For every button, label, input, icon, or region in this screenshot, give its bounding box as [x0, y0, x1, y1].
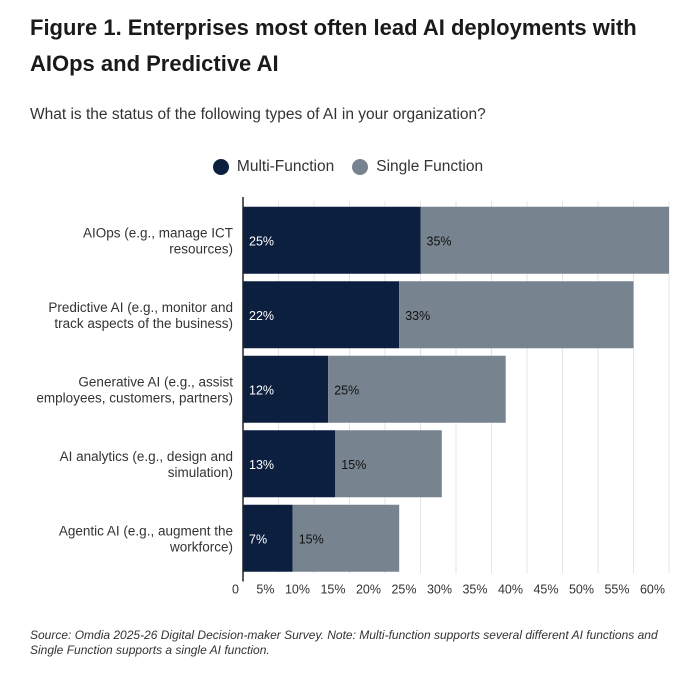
data-label-0-0: 25%	[249, 234, 274, 248]
bar-multi-function-4	[243, 504, 293, 572]
x-tick-label-25: 25%	[391, 583, 416, 597]
x-tick-label-50: 50%	[569, 583, 594, 597]
bar-single-function-1	[399, 281, 634, 349]
data-label-1-0: 35%	[427, 234, 452, 248]
chart-subtitle: What is the status of the following type…	[30, 106, 486, 123]
category-label-0: AIOps (e.g., manage ICT resources)	[83, 225, 233, 256]
legend-swatch-single-function	[352, 159, 369, 175]
category-label-1: Predictive AI (e.g., monitor and track as…	[48, 300, 233, 331]
legend-item-single-function: Single Function	[352, 158, 483, 176]
data-label-1-3: 15%	[341, 458, 366, 472]
x-tick-label-0: 0	[232, 583, 239, 597]
x-tick-label-60: 60%	[640, 583, 665, 597]
bar-single-function-3	[335, 430, 442, 498]
data-label-0-1: 22%	[249, 309, 274, 323]
data-label-1-1: 33%	[405, 309, 430, 323]
x-tick-label-5: 5%	[256, 583, 274, 597]
bar-multi-function-2	[243, 355, 329, 423]
legend-item-multi-function: Multi-Function	[212, 158, 335, 176]
data-label-0-3: 13%	[249, 458, 274, 472]
legend-label-multi-function: Multi-Function	[236, 158, 335, 175]
bar-single-function-4	[292, 504, 400, 572]
category-label-2: Generative AI (e.g., assist employees, cu…	[36, 374, 233, 405]
legend-swatch-multi-function	[212, 159, 229, 175]
x-tick-label-35: 35%	[462, 583, 487, 597]
bar-multi-function-3	[243, 430, 336, 498]
bar-multi-function-1	[243, 281, 400, 349]
data-label-0-4: 7%	[249, 532, 267, 546]
x-tick-label-15: 15%	[320, 583, 345, 597]
x-tick-label-20: 20%	[356, 583, 381, 597]
x-tick-label-55: 55%	[604, 583, 629, 597]
x-tick-label-10: 10%	[285, 583, 310, 597]
category-label-3: AI analytics (e.g., design and simulation…	[60, 449, 233, 480]
data-label-1-4: 15%	[299, 532, 324, 546]
bar-single-function-2	[328, 355, 506, 423]
chart-legend: Multi-Function Single Function	[0, 158, 696, 176]
bar-multi-function-0	[243, 206, 421, 274]
x-tick-label-45: 45%	[533, 583, 558, 597]
bar-single-function-0	[420, 206, 669, 274]
x-tick-label-40: 40%	[498, 583, 523, 597]
category-label-4: Agentic AI (e.g., augment the workforce)	[59, 523, 233, 554]
source-note: Source: Omdia 2025-26 Digital Decision-m…	[30, 628, 658, 657]
data-label-1-2: 25%	[334, 383, 359, 397]
data-label-0-2: 12%	[249, 383, 274, 397]
x-tick-label-30: 30%	[427, 583, 452, 597]
bar-chart: 25% 35% AIOps (e.g., manage ICT resources) 2…	[36, 197, 670, 597]
chart-title: Figure 1. Enterprises most often lead AI…	[30, 15, 637, 76]
legend-label-single-function: Single Function	[376, 158, 484, 175]
